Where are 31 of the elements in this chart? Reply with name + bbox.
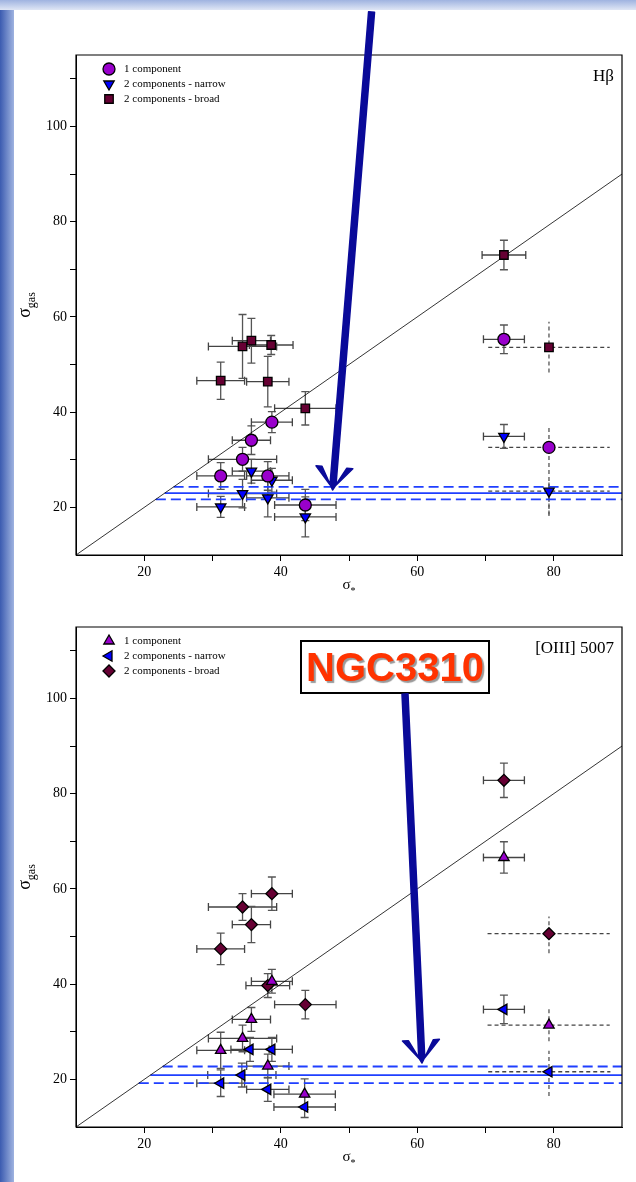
- y-tick-label: 60: [53, 308, 67, 324]
- y-axis-title: σgas: [14, 291, 39, 318]
- x-axis-title: σ*: [342, 576, 356, 596]
- y-tick-label: 100: [46, 690, 67, 706]
- y-tick-label: 20: [53, 499, 67, 515]
- legend-label: 1 component: [124, 633, 182, 646]
- x-tick-label: 60: [410, 564, 425, 580]
- y-tick-label: 40: [53, 975, 67, 991]
- y-tick-label: 80: [53, 785, 67, 801]
- x-tick-label: 20: [137, 564, 152, 580]
- annotation: NGC3310: [300, 640, 490, 694]
- legend-label: 2 components - narrow: [124, 648, 226, 661]
- x-tick-label: 40: [273, 1136, 288, 1152]
- y-tick-label: 60: [53, 880, 67, 896]
- y-tick-label: 40: [53, 403, 67, 419]
- legend-label: 2 components - broad: [124, 91, 221, 104]
- y-tick-label: 100: [46, 118, 67, 134]
- x-tick-label: 60: [410, 1136, 425, 1152]
- x-tick-label: 80: [546, 564, 561, 580]
- x-tick-label: 40: [273, 564, 288, 580]
- annotation: Hβ: [593, 66, 615, 85]
- y-tick-label: 20: [53, 1071, 67, 1087]
- x-tick-label: 20: [137, 1136, 152, 1152]
- y-axis-title: σgas: [14, 863, 39, 890]
- legend-label: 2 components - narrow: [124, 76, 226, 89]
- y-tick-label: 80: [53, 213, 67, 229]
- x-tick-label: 80: [546, 1136, 561, 1152]
- x-axis-title: σ*: [342, 1148, 356, 1168]
- legend-label: 2 components - broad: [124, 663, 221, 676]
- legend-label: 1 component: [124, 61, 182, 74]
- annotation: [OIII] 5007: [535, 638, 615, 657]
